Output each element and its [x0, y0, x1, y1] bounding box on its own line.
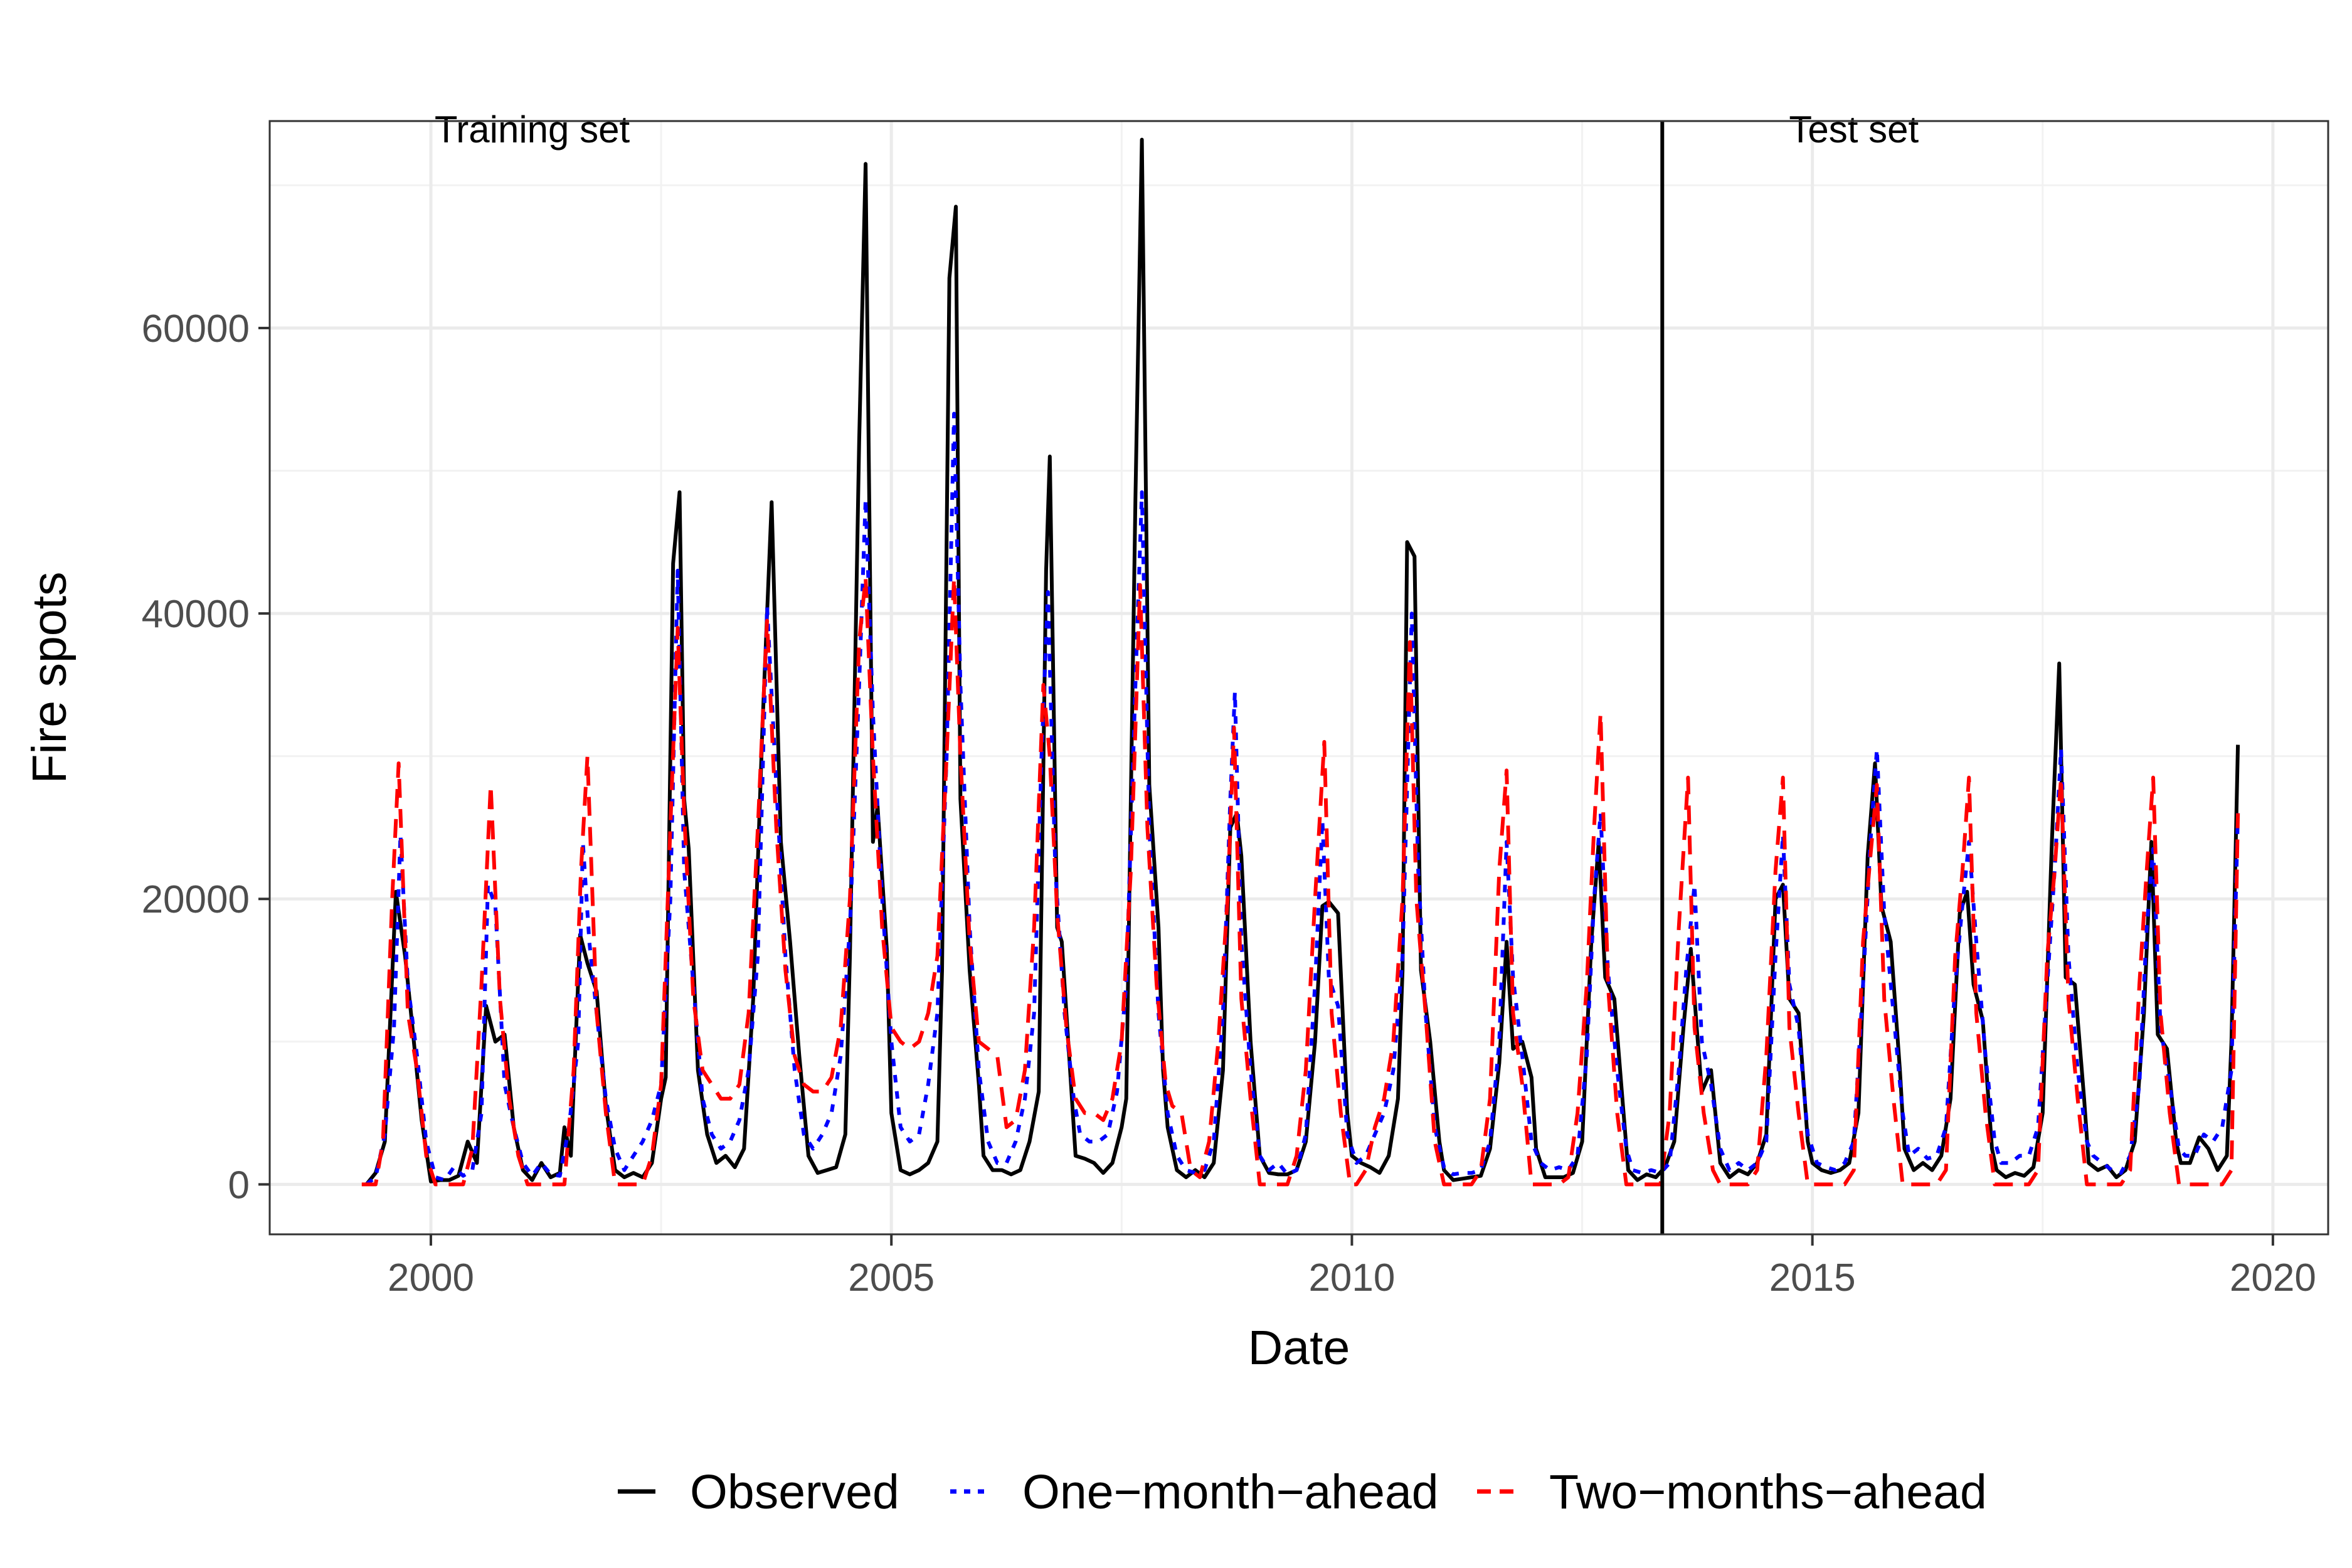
x-tick-label: 2015: [1769, 1256, 1856, 1300]
x-tick-label: 2000: [388, 1256, 474, 1300]
training-set-label: Training set: [435, 109, 630, 151]
series-layer: [361, 137, 2240, 1187]
grid: [270, 121, 2328, 1234]
series-line-two-months-ahead: [361, 576, 2240, 1187]
x-tick-label: 2020: [2230, 1256, 2316, 1300]
annotations: Training set Test set: [435, 109, 1919, 151]
panel-border: [268, 120, 2329, 1236]
legend-label-two-months-ahead: Two−months−ahead: [1549, 1465, 1987, 1519]
y-tick-label: 60000: [142, 307, 250, 351]
legend-label-one-month-ahead: One−month−ahead: [1022, 1465, 1439, 1519]
legend: Observed One−month−ahead Two−months−ahead: [618, 1465, 1987, 1519]
y-axis-title: Fire spots: [23, 571, 77, 783]
y-tick-label: 40000: [142, 593, 250, 636]
legend-label-observed: Observed: [690, 1465, 899, 1519]
x-axis-title: Date: [1248, 1321, 1350, 1375]
test-set-label: Test set: [1789, 109, 1919, 151]
x-tick-label: 2010: [1308, 1256, 1395, 1300]
series-line-one-month-ahead: [365, 411, 2240, 1186]
y-tick-label: 20000: [142, 878, 250, 921]
y-tick-label: 0: [228, 1163, 250, 1207]
axis-ticks: 2000 2005 2010 2015 2020 0 20000 40000 60000: [142, 307, 2316, 1300]
x-tick-label: 2005: [848, 1256, 935, 1300]
